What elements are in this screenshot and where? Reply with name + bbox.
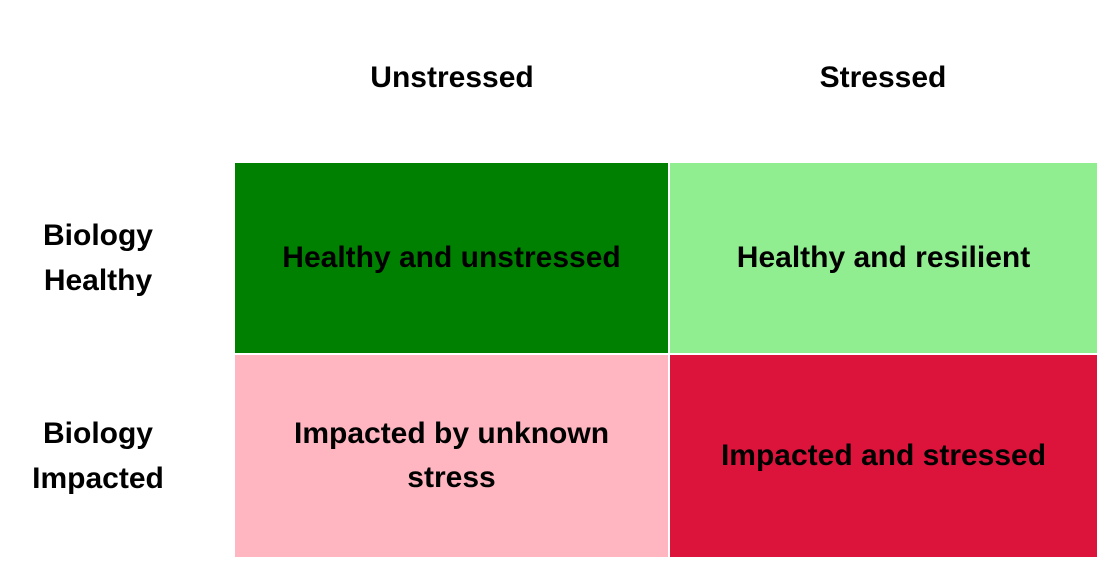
cell-label: Impacted and stressed: [720, 439, 1047, 472]
cell-impacted-unknown-stress: Impacted by unknown stress: [235, 355, 668, 557]
column-header-unstressed: Unstressed: [370, 61, 534, 94]
cell-healthy-resilient: Healthy and resilient: [670, 163, 1097, 353]
column-header-stressed: Stressed: [819, 61, 947, 94]
cell-healthy-unstressed: Healthy and unstressed: [235, 163, 668, 353]
cell-label: Impacted by unknown stress: [293, 417, 610, 494]
cell-impacted-stressed: Impacted and stressed: [670, 355, 1097, 557]
cell-label: Healthy and resilient: [736, 241, 1031, 274]
cell-label: Healthy and unstressed: [282, 241, 621, 274]
row-header-biology-impacted: Biology Impacted: [32, 417, 164, 495]
row-header-biology-healthy: Biology Healthy: [43, 219, 153, 297]
